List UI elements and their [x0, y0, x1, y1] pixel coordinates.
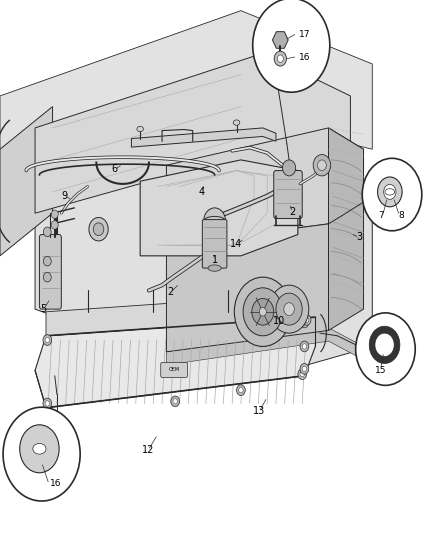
- Circle shape: [51, 210, 58, 219]
- Circle shape: [276, 293, 302, 325]
- Circle shape: [43, 256, 51, 266]
- Ellipse shape: [233, 120, 240, 125]
- Circle shape: [20, 425, 59, 473]
- Circle shape: [283, 160, 296, 176]
- Text: 2: 2: [168, 287, 174, 297]
- Polygon shape: [166, 128, 364, 245]
- Circle shape: [378, 177, 402, 207]
- Polygon shape: [35, 139, 372, 384]
- Text: 16: 16: [50, 479, 61, 488]
- Circle shape: [302, 366, 307, 372]
- Circle shape: [302, 320, 307, 325]
- Text: 15: 15: [375, 366, 387, 375]
- Polygon shape: [0, 11, 372, 187]
- Circle shape: [237, 385, 245, 395]
- Text: OEM: OEM: [168, 367, 180, 373]
- Circle shape: [204, 208, 226, 235]
- Circle shape: [243, 288, 283, 336]
- Circle shape: [274, 51, 286, 66]
- FancyBboxPatch shape: [39, 235, 61, 309]
- Circle shape: [298, 369, 307, 379]
- Circle shape: [284, 303, 294, 316]
- Circle shape: [89, 217, 108, 241]
- Text: 3: 3: [356, 232, 362, 242]
- Polygon shape: [140, 160, 298, 256]
- Text: 12: 12: [142, 446, 154, 455]
- FancyBboxPatch shape: [202, 220, 227, 268]
- Circle shape: [269, 285, 309, 333]
- Circle shape: [356, 313, 415, 385]
- Polygon shape: [166, 328, 364, 365]
- Ellipse shape: [385, 189, 395, 195]
- Circle shape: [384, 184, 396, 199]
- Circle shape: [300, 364, 309, 374]
- Circle shape: [300, 341, 309, 352]
- Circle shape: [43, 272, 51, 282]
- Text: 6: 6: [112, 165, 118, 174]
- Circle shape: [43, 335, 52, 345]
- Circle shape: [313, 155, 331, 176]
- Polygon shape: [131, 128, 276, 147]
- Polygon shape: [328, 128, 364, 330]
- Circle shape: [171, 396, 180, 407]
- Polygon shape: [35, 53, 350, 213]
- Polygon shape: [166, 224, 328, 352]
- Circle shape: [173, 399, 177, 404]
- Circle shape: [362, 158, 422, 231]
- Circle shape: [234, 277, 291, 346]
- Circle shape: [304, 317, 309, 322]
- Circle shape: [302, 344, 307, 349]
- Text: 14: 14: [230, 239, 243, 249]
- Circle shape: [45, 337, 49, 343]
- Text: 4: 4: [198, 187, 205, 197]
- Circle shape: [259, 308, 266, 316]
- Ellipse shape: [33, 443, 46, 454]
- Text: 7: 7: [378, 212, 384, 220]
- Circle shape: [300, 372, 304, 377]
- Circle shape: [45, 401, 49, 406]
- Polygon shape: [46, 293, 315, 336]
- Text: 8: 8: [399, 212, 405, 220]
- Circle shape: [252, 298, 274, 325]
- FancyBboxPatch shape: [161, 362, 187, 377]
- Polygon shape: [35, 317, 315, 408]
- Text: 17: 17: [299, 30, 310, 39]
- Circle shape: [302, 314, 311, 325]
- Text: 2: 2: [290, 207, 296, 217]
- Text: 1: 1: [212, 255, 218, 265]
- Ellipse shape: [137, 126, 143, 132]
- Circle shape: [253, 0, 330, 92]
- FancyBboxPatch shape: [274, 171, 302, 219]
- Circle shape: [277, 55, 283, 62]
- Text: 13: 13: [253, 407, 265, 416]
- Circle shape: [239, 387, 243, 393]
- Text: 9: 9: [62, 191, 68, 201]
- Circle shape: [93, 223, 104, 236]
- Circle shape: [3, 407, 80, 501]
- Text: 16: 16: [299, 53, 310, 61]
- Circle shape: [300, 317, 309, 328]
- Circle shape: [318, 160, 326, 171]
- Circle shape: [51, 221, 58, 229]
- Ellipse shape: [204, 216, 226, 226]
- Ellipse shape: [208, 265, 221, 271]
- Circle shape: [43, 227, 51, 237]
- Text: 10: 10: [273, 316, 286, 326]
- Polygon shape: [0, 107, 53, 256]
- Circle shape: [43, 398, 52, 409]
- Text: 5: 5: [41, 304, 47, 314]
